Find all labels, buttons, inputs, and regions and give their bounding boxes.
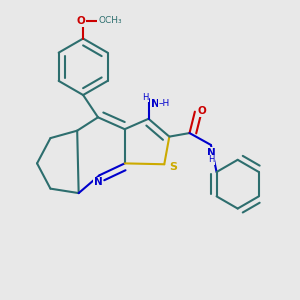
Text: O: O <box>76 16 85 26</box>
Text: O: O <box>197 106 206 116</box>
Text: –H: –H <box>158 99 169 108</box>
Text: OCH₃: OCH₃ <box>98 16 122 25</box>
Text: H: H <box>208 155 215 164</box>
Text: N: N <box>94 177 103 188</box>
Text: H: H <box>142 93 149 102</box>
Text: N: N <box>151 99 159 109</box>
Text: N: N <box>207 148 216 158</box>
Text: S: S <box>169 162 177 172</box>
